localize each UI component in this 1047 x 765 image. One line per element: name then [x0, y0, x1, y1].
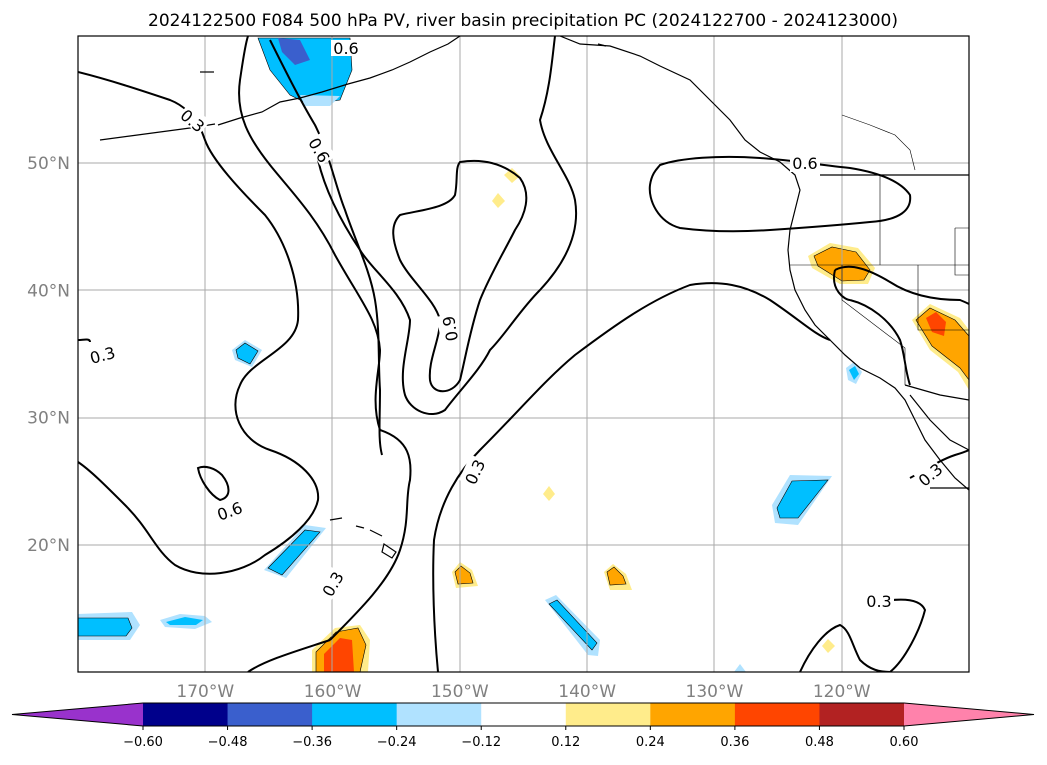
- patch-alaska-negative-core: [278, 38, 310, 65]
- contour-0.3-southeast: [799, 598, 927, 672]
- colorbar-tick-label: −0.12: [461, 735, 501, 750]
- patch-pos-sierra-mid: [915, 307, 969, 381]
- colorbar-tick-label: −0.60: [123, 735, 163, 750]
- contour-0.6-small: [196, 465, 230, 502]
- borders: [790, 114, 969, 489]
- coast-island-2: [597, 43, 607, 47]
- lon-tick-label: 130°W: [686, 682, 744, 702]
- contour-label-0.9: 0.9: [439, 314, 462, 342]
- coast-alaska-gulf: [559, 36, 969, 491]
- colorbar-segment: [396, 703, 482, 726]
- colorbar-tick-label: 0.48: [805, 735, 834, 750]
- patch-alaska-light: [300, 95, 340, 106]
- contour-label-0.3-f: 0.3: [915, 459, 947, 490]
- coastlines: [99, 36, 969, 559]
- contour-0.3-west-edge: [78, 338, 91, 343]
- lat-tick-label: 50°N: [27, 154, 70, 174]
- contour-label-0.3-e: 0.3: [866, 592, 891, 611]
- contour-labels: 0.3 0.6 0.9 0.3 0.3 0.6 0.3 0.3 0.6 0.6 …: [86, 39, 946, 611]
- coast-alaska-peninsula: [217, 36, 461, 126]
- contour-label-0.3-d: 0.3: [319, 568, 348, 600]
- pv-contours: [78, 36, 969, 672]
- patch-blue-8: [734, 664, 746, 672]
- colorbar-tick-label: 0.36: [720, 735, 749, 750]
- lon-tick-label: 120°W: [813, 682, 871, 702]
- contour-0.3-mid-north: [317, 36, 578, 415]
- colorbar-extend-high: [904, 703, 1034, 726]
- colorbar-tick-label: 0.24: [636, 735, 665, 750]
- patch-blue-2-core: [267, 529, 321, 576]
- colorbar-segment: [734, 703, 820, 726]
- colorbar: −0.60 −0.48 −0.36 −0.24 −0.12 0.12 0.24 0.36 0.4…: [11, 702, 1035, 750]
- coast-baja-east: [909, 394, 969, 451]
- patch-blue-7-core: [849, 366, 859, 380]
- contour-label-0.3-b: 0.3: [461, 457, 489, 488]
- contour-0.6-california: [833, 265, 969, 386]
- contour-label-0.3-a: 0.3: [177, 105, 209, 136]
- coast-hawaii-3: [369, 529, 383, 537]
- patch-blue-5-core: [548, 599, 598, 651]
- graticule: [78, 36, 969, 672]
- contour-0.6-east: [648, 155, 912, 233]
- colorbar-extend-low: [12, 703, 143, 726]
- lon-tick-label: 160°W: [304, 682, 362, 702]
- lon-tick-label: 170°W: [176, 682, 234, 702]
- colorbar-segment: [650, 703, 736, 726]
- lon-tick-label: 140°W: [558, 682, 616, 702]
- lat-tick-label: 20°N: [27, 536, 70, 556]
- colorbar-tick-label: 0.60: [890, 735, 919, 750]
- patch-blue-3-core: [78, 617, 133, 637]
- mexico-border: [904, 384, 969, 401]
- patch-pos-small-3: [504, 168, 520, 183]
- coast-hawaii-2: [355, 525, 365, 529]
- patch-blue-6-core: [776, 479, 829, 519]
- contour-0.3-main: [238, 36, 412, 672]
- contour-0.3-center: [432, 282, 831, 672]
- patch-blue-1-core: [235, 342, 259, 365]
- patch-pos-small-1: [543, 486, 555, 501]
- colorbar-segment: [565, 703, 651, 726]
- colorbar-segment: [227, 703, 313, 726]
- figure-title: 2024122500 F084 500 hPa PV, river basin …: [148, 11, 898, 31]
- contour-label-0.6-d: 0.6: [333, 39, 358, 58]
- patch-pos-small-4: [822, 639, 835, 653]
- colorbar-segment: [143, 703, 229, 726]
- patch-pos-small-2: [492, 193, 505, 208]
- coast-hawaii-4: [381, 543, 397, 559]
- colorbar-segment: [481, 703, 567, 726]
- contour-0.3-north: [78, 71, 320, 575]
- lat-tick-label: 30°N: [27, 409, 70, 429]
- precip-patches: [78, 37, 969, 672]
- state-border-6: [954, 227, 969, 276]
- state-border-1: [841, 114, 916, 171]
- colorbar-tick-label: −0.24: [377, 735, 417, 750]
- contour-0.6-nw: [269, 39, 383, 456]
- coast-hawaii-1: [329, 517, 343, 521]
- map-frame: [77, 35, 970, 673]
- patch-pos-138w-core: [606, 566, 627, 586]
- patch-blue-4-core: [166, 617, 203, 625]
- colorbar-segment: [312, 703, 398, 726]
- map-area: 0.3 0.6 0.9 0.3 0.3 0.6 0.3 0.3 0.6 0.6 …: [78, 36, 969, 672]
- contour-label-0.6-c: 0.6: [792, 154, 817, 173]
- colorbar-tick-label: −0.48: [208, 735, 248, 750]
- lon-tick-labels: 170°W 160°W 150°W 140°W 130°W 120°W: [176, 682, 870, 702]
- colorbar-segment: [819, 703, 905, 726]
- lat-tick-labels: 50°N 40°N 30°N 20°N: [27, 154, 70, 556]
- colorbar-tick-label: −0.36: [292, 735, 332, 750]
- colorbar-tick-label: 0.12: [551, 735, 580, 750]
- lat-tick-label: 40°N: [27, 281, 70, 301]
- state-border-5: [917, 265, 969, 331]
- contour-0.9: [392, 159, 528, 393]
- lon-tick-label: 150°W: [431, 682, 489, 702]
